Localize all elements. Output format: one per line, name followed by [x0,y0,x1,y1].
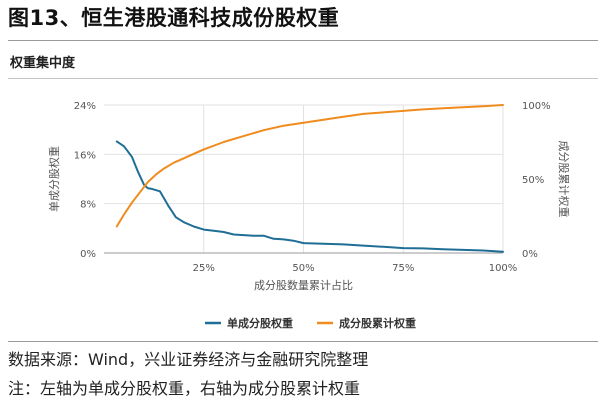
weight-concentration-chart: 0% 8% 16% 24% 0% 50% 100% 25% 50% 75% 100% 成分股数量累计占… [47,101,571,330]
y-left-tick-label: 8% [80,200,96,211]
legend-label: 成分股累计权重 [339,316,416,330]
source-note: 数据来源：Wind，兴业证券经济与金融研究院整理 [8,350,369,369]
subtitle-divider [8,78,598,79]
series-line-cumulative-weight [115,104,504,228]
y-left-tick-label: 16% [74,150,96,161]
x-tick-label: 25% [193,263,215,274]
y-left-tick-label: 0% [80,249,96,260]
source-divider [8,341,598,342]
y-right-axis-title: 成分股累计权重 [557,141,571,218]
x-axis-title: 成分股数量累计占比 [254,278,353,292]
x-tick-label: 75% [392,263,414,274]
y-right-tick-label: 50% [522,175,544,186]
y-right-tick-label: 0% [522,249,538,260]
chart-subtitle: 权重集中度 [10,56,76,71]
y-right-tick-label: 100% [522,101,551,112]
legend-label: 单成分股权重 [227,316,293,330]
figure-title: 图13、恒生港股通科技成份股权重 [8,6,340,30]
title-divider [8,40,598,41]
y-left-tick-label: 24% [74,101,96,112]
y-left-axis-title: 单成分股权重 [47,146,61,212]
x-tick-label: 100% [489,263,518,274]
series-line-single-weight [115,140,504,253]
x-tick-label: 50% [292,263,314,274]
axis-note: 注：左轴为单成分股权重，右轴为成分股累计权重 [8,379,361,398]
